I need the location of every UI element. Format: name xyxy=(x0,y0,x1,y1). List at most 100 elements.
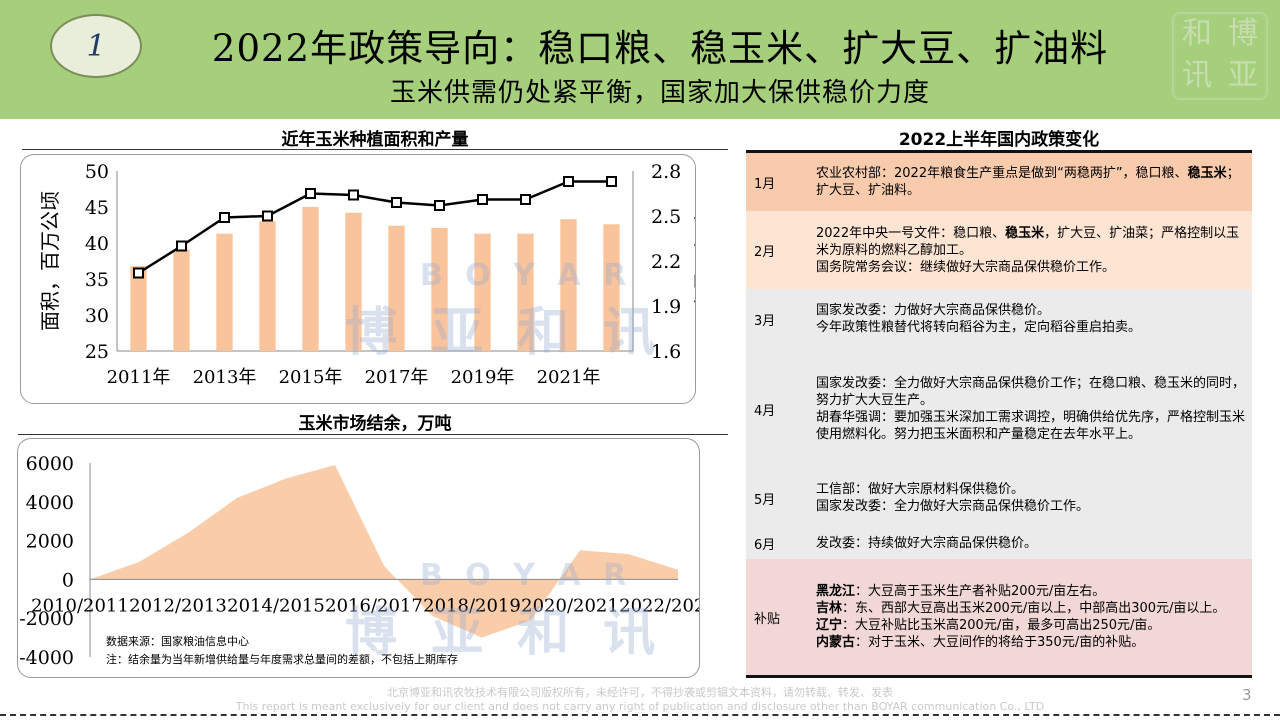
bar xyxy=(259,221,276,351)
x-tick-label: 2015年 xyxy=(279,367,343,388)
policy-content: 2022年中央一号文件：稳口粮、稳玉米，扩大豆、扩油菜；严格控制以玉米为原料的燃… xyxy=(808,211,1252,289)
bar xyxy=(388,225,405,351)
policy-month: 3月 xyxy=(754,313,776,329)
policy-row: 补贴 黑龙江：大豆高于玉米生产者补贴200元/亩左右。 吉林：东、西部大豆高出玉米2… xyxy=(746,559,1252,675)
seal-char: 亚 xyxy=(1228,58,1258,93)
policy-content: 黑龙江：大豆高于玉米生产者补贴200元/亩左右。吉林：东、西部大豆高出玉米200… xyxy=(808,559,1252,675)
policy-line: 工信部：做好大宗原材料保供稳价。 xyxy=(816,482,1025,497)
y-tick-label: -4000 xyxy=(19,647,74,669)
policy-month: 6月 xyxy=(754,537,776,553)
policy-line: 胡春华强调：要加强玉米深加工需求调控，明确供给优先序，严格控制玉米使用燃料化。努… xyxy=(816,410,1246,442)
footer-disclaimer: This report is meant exclusively for our… xyxy=(235,700,1045,713)
y-tick-label: 6000 xyxy=(26,453,74,475)
x-tick-label: 2013年 xyxy=(193,367,257,388)
line-point xyxy=(520,194,531,205)
policy-line: 吉林：东、西部大豆高出玉米200元/亩以上，中部高出300元/亩以上。 xyxy=(816,601,1226,616)
section-number: 1 xyxy=(86,28,106,64)
policy-content: 发改委：持续做好大宗商品保供稳价。 xyxy=(808,527,1252,559)
section-number-badge: 1 xyxy=(50,14,142,78)
policy-line: 今年政策性粮替代将转向稻谷为主，定向稻谷重启拍卖。 xyxy=(816,320,1142,335)
bar xyxy=(345,212,362,351)
balance-area xyxy=(90,464,678,638)
policy-row: 4月 国家发改委：全力做好大宗商品保供稳价工作；在稳口粮、稳玉米的同时，努力扩大大… xyxy=(746,349,1252,469)
policy-line: 2022年中央一号文件：稳口粮、稳玉米，扩大豆、扩油菜；严格控制以玉米为原料的燃… xyxy=(816,225,1240,258)
production-line xyxy=(137,180,612,275)
policy-line: 黑龙江：大豆高于玉米生产者补贴200元/亩左右。 xyxy=(816,584,1106,599)
x-tick-label: 2010/2011 xyxy=(31,595,129,616)
seal-char: 讯 xyxy=(1182,58,1212,93)
policy-content: 农业农村部：2022年粮食生产重点是做到“两稳两扩”，稳口粮、稳玉米；扩大豆、扩… xyxy=(808,153,1252,211)
line-point xyxy=(262,210,273,222)
bar xyxy=(216,233,233,351)
area-production-chart: 25 30 35 40 45 50 1.6 1.9 2.2 2.5 2.8 2011年 2013年 201… xyxy=(20,154,696,404)
policy-line: 国家发改委：全力做好大宗商品保供稳价工作。 xyxy=(816,499,1090,514)
policy-month: 2月 xyxy=(754,244,776,260)
policy-line: 国家发改委：全力做好大宗商品保供稳价工作；在稳口粮、稳玉米的同时，努力扩大大豆生… xyxy=(816,376,1246,408)
data-source-note: 数据来源：国家粮油信息中心 xyxy=(106,634,249,648)
y-tick-label: 45 xyxy=(85,197,109,219)
y2-tick-label: 1.6 xyxy=(651,341,681,363)
y2-tick-label: 2.5 xyxy=(651,206,681,228)
x-tick-label: 2011年 xyxy=(107,367,171,388)
policy-month: 4月 xyxy=(754,403,776,419)
policy-line: 发改委：持续做好大宗商品保供稳价。 xyxy=(816,535,1038,551)
y2-axis-title: 产量，亿吨 xyxy=(692,211,696,311)
policy-table: 1月 农业农村部：2022年粮食生产重点是做到“两稳两扩”，稳口粮、稳玉米；扩大豆… xyxy=(746,150,1252,678)
y-tick-label: -2000 xyxy=(19,608,74,630)
footer: 北京博亚和讯农牧技术有限公司版权所有，未经许可，不得抄袭或剪辑文本资料，请勿转载… xyxy=(0,686,1280,714)
line-point xyxy=(563,176,574,187)
y-tick-label: 35 xyxy=(85,269,109,291)
line-point xyxy=(391,197,402,208)
divider xyxy=(18,434,728,435)
y-tick-label: 0 xyxy=(62,569,74,591)
x-tick-label: 2019年 xyxy=(451,367,515,388)
bar xyxy=(517,233,534,351)
market-balance-chart: -4000 -2000 0 2000 4000 6000 2010/2011 2012/201… xyxy=(17,438,700,678)
policy-row: 1月 农业农村部：2022年粮食生产重点是做到“两稳两扩”，稳口粮、稳玉米；扩大豆… xyxy=(746,153,1252,211)
policy-row: 3月 国家发改委：力做好大宗商品保供稳价。今年政策性粮替代将转向稻谷为主，定向稻谷… xyxy=(746,289,1252,349)
line-point xyxy=(176,240,187,252)
x-tick-label: 2022/2023 xyxy=(619,595,700,616)
divider xyxy=(22,149,728,150)
policy-content: 国家发改委：全力做好大宗商品保供稳价工作；在稳口粮、稳玉米的同时，努力扩大大豆生… xyxy=(808,349,1252,469)
policy-content: 国家发改委：力做好大宗商品保供稳价。今年政策性粮替代将转向稻谷为主，定向稻谷重启… xyxy=(808,289,1252,349)
policy-row: 2月 2022年中央一号文件：稳口粮、稳玉米，扩大豆、扩油菜；严格控制以玉米为原料… xyxy=(746,211,1252,289)
y-tick-label: 25 xyxy=(85,341,109,363)
line-point xyxy=(434,200,445,211)
bar xyxy=(173,249,190,351)
policy-title: 2022上半年国内政策变化 xyxy=(898,130,1100,150)
seal-char: 博 xyxy=(1228,16,1258,51)
y-tick-label: 40 xyxy=(85,233,109,255)
footer-dashed-line xyxy=(0,714,1280,716)
seal-char: 和 xyxy=(1182,16,1212,51)
policy-line: 国务院常务会议：继续做好大宗商品保供稳价工作。 xyxy=(816,259,1116,275)
policy-month: 5月 xyxy=(754,492,776,508)
x-tick-label: 2021年 xyxy=(537,367,601,388)
y-tick-label: 30 xyxy=(85,305,109,327)
policy-row: 5月 工信部：做好大宗原材料保供稳价。国家发改委：全力做好大宗商品保供稳价工作。 xyxy=(746,469,1252,527)
line-point xyxy=(477,194,488,205)
x-tick-label: 2018/2019 xyxy=(423,595,521,616)
line-point xyxy=(133,267,144,279)
y2-tick-label: 1.9 xyxy=(651,296,681,318)
chart1-title: 近年玉米种植面积和产量 xyxy=(281,130,469,150)
line-point xyxy=(305,188,316,199)
y2-tick-label: 2.8 xyxy=(651,161,681,183)
page-title: 2022年政策导向：稳口粮、稳玉米、扩大豆、扩油料 xyxy=(211,27,1109,70)
policy-content: 工信部：做好大宗原材料保供稳价。国家发改委：全力做好大宗商品保供稳价工作。 xyxy=(808,469,1252,527)
policy-line: 辽宁：大豆补贴比玉米高200元/亩，最多可高出250元/亩。 xyxy=(816,618,1161,633)
chart2-title: 玉米市场结余，万吨 xyxy=(298,414,452,434)
policy-month: 1月 xyxy=(754,176,776,192)
footnote: 注：结余量为当年新增供给量与年度需求总量间的差额，不包括上期库存 xyxy=(106,652,458,666)
y2-tick-label: 2.2 xyxy=(651,251,681,273)
policy-line: 国家发改委：力做好大宗商品保供稳价。 xyxy=(816,303,1051,318)
line-point xyxy=(606,176,617,187)
y-tick-label: 50 xyxy=(85,161,109,183)
line-point xyxy=(348,189,359,201)
policy-row: 6月 发改委：持续做好大宗商品保供稳价。 xyxy=(746,527,1252,559)
bar xyxy=(431,227,448,351)
x-tick-label: 2016/2017 xyxy=(325,595,423,616)
page-number: 3 xyxy=(1242,686,1252,704)
page-subtitle: 玉米供需仍处紧平衡，国家加大保供稳价力度 xyxy=(389,78,930,108)
policy-line: 农业农村部：2022年粮食生产重点是做到“两稳两扩”，稳口粮、稳玉米；扩大豆、扩… xyxy=(816,166,1240,198)
